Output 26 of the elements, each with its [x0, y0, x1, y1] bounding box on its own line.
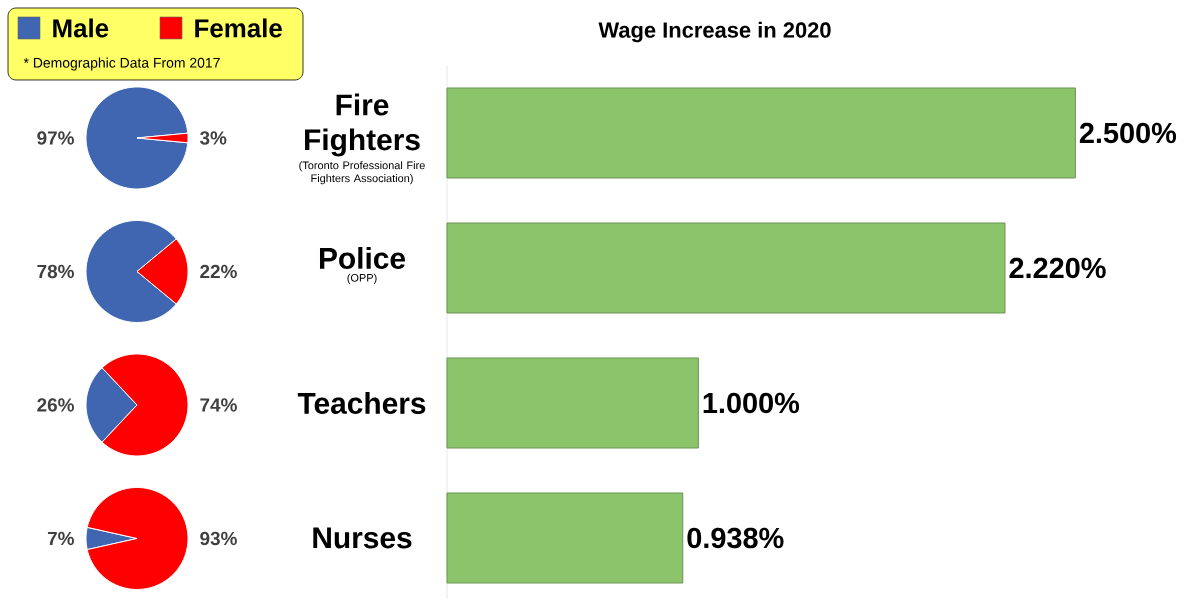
data-label: 78%	[37, 264, 74, 279]
data-label: 0.938%	[687, 527, 784, 549]
text: * Demographic Data From 2017	[23, 57, 220, 71]
chart-title: Wage Increase in 2020	[598, 21, 831, 43]
y-tick-label: Fire Fighters	[305, 93, 420, 157]
text: (Toronto Professional Fire Fighters Association)	[299, 161, 425, 185]
data-label: 22%	[200, 264, 237, 279]
bar	[446, 492, 684, 584]
data-label: 97%	[37, 131, 74, 145]
y-tick-label: Nurses	[313, 527, 412, 549]
data-label: 26%	[37, 398, 74, 412]
y-tick-label: Teachers	[297, 392, 426, 414]
bar	[446, 222, 1006, 314]
bar	[446, 87, 1076, 179]
data-label: 2.220%	[1009, 257, 1106, 279]
text: (OPP)	[347, 273, 377, 284]
data-label: 1.000%	[703, 392, 800, 414]
legend-label: Female	[195, 18, 282, 38]
bar	[446, 357, 699, 449]
data-label: 3%	[199, 131, 227, 145]
data-label: 93%	[200, 531, 237, 546]
data-label: 2.500%	[1079, 122, 1177, 144]
data-label: 74%	[200, 398, 237, 412]
legend-label: Male	[53, 18, 109, 38]
data-label: 7%	[47, 531, 74, 546]
y-tick-label: Police	[319, 247, 406, 269]
